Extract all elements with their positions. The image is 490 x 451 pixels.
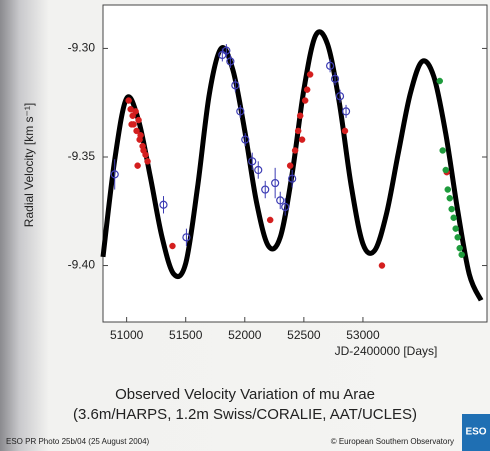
data-point — [458, 251, 465, 258]
chart-title: Observed Velocity Variation of mu Arae — [115, 386, 375, 403]
logo: ESO — [465, 427, 486, 438]
data-point — [454, 234, 461, 241]
data-point — [378, 262, 386, 269]
data-point — [135, 116, 142, 124]
data-point — [456, 244, 463, 252]
credit: © European Southern Observatory — [331, 437, 454, 446]
y-tick-label: -9.30 — [68, 41, 96, 55]
data-point — [169, 242, 176, 250]
data-point — [137, 132, 144, 139]
chart-subtitle: (3.6m/HARPS, 1.2m Swiss/CORALIE, AAT/UCL… — [73, 406, 417, 423]
data-point — [254, 165, 263, 175]
data-point — [132, 108, 139, 115]
data-point — [226, 57, 235, 66]
x-tick-label: 52000 — [228, 328, 262, 342]
y-tick-label: -9.40 — [68, 258, 96, 272]
data-point — [298, 136, 306, 143]
data-point — [325, 61, 335, 70]
data-point — [442, 166, 450, 174]
data-point — [281, 202, 290, 212]
x-tick-label: 53000 — [346, 328, 380, 342]
data-point — [241, 135, 250, 144]
data-point — [159, 200, 168, 209]
data-point — [276, 196, 285, 205]
x-axis-label: JD-2400000 [Days] — [335, 344, 438, 358]
data-point — [301, 97, 309, 104]
x-tick-label: 51000 — [110, 328, 144, 342]
data-point — [303, 86, 311, 93]
credit: ESO PR Photo 25b/04 (25 August 2004) — [6, 437, 150, 446]
data-point — [236, 107, 245, 116]
data-point — [341, 127, 349, 135]
data-point — [341, 107, 351, 116]
data-point — [444, 186, 452, 193]
data-point — [182, 233, 191, 242]
y-tick-label: -9.35 — [68, 149, 96, 163]
data-point — [330, 74, 340, 83]
data-point — [446, 194, 454, 202]
data-point — [296, 112, 304, 119]
data-point — [439, 147, 446, 154]
x-tick-label: 51500 — [169, 328, 203, 342]
data-point — [125, 97, 132, 104]
y-axis-label: Radial Velocity [km s⁻¹] — [22, 103, 36, 227]
logo-box — [462, 414, 490, 451]
data-point — [110, 170, 119, 179]
x-tick-label: 52500 — [287, 328, 321, 342]
data-point — [452, 225, 459, 232]
data-point — [133, 127, 140, 135]
data-point — [271, 178, 280, 188]
data-point — [291, 147, 299, 154]
data-point — [335, 92, 345, 101]
data-point — [218, 50, 227, 60]
data-point — [288, 174, 297, 183]
data-point — [222, 46, 231, 55]
data-point — [306, 71, 314, 78]
data-point — [248, 157, 257, 166]
data-point — [231, 81, 240, 90]
data-point — [134, 162, 141, 169]
data-point — [294, 127, 302, 135]
data-point — [144, 158, 151, 165]
data-point — [142, 151, 149, 159]
data-point — [436, 77, 443, 85]
data-point — [266, 216, 274, 224]
data-point — [261, 185, 270, 194]
data-point — [286, 162, 294, 169]
data-point — [128, 121, 135, 128]
data-point — [448, 205, 455, 213]
data-point — [450, 214, 457, 222]
